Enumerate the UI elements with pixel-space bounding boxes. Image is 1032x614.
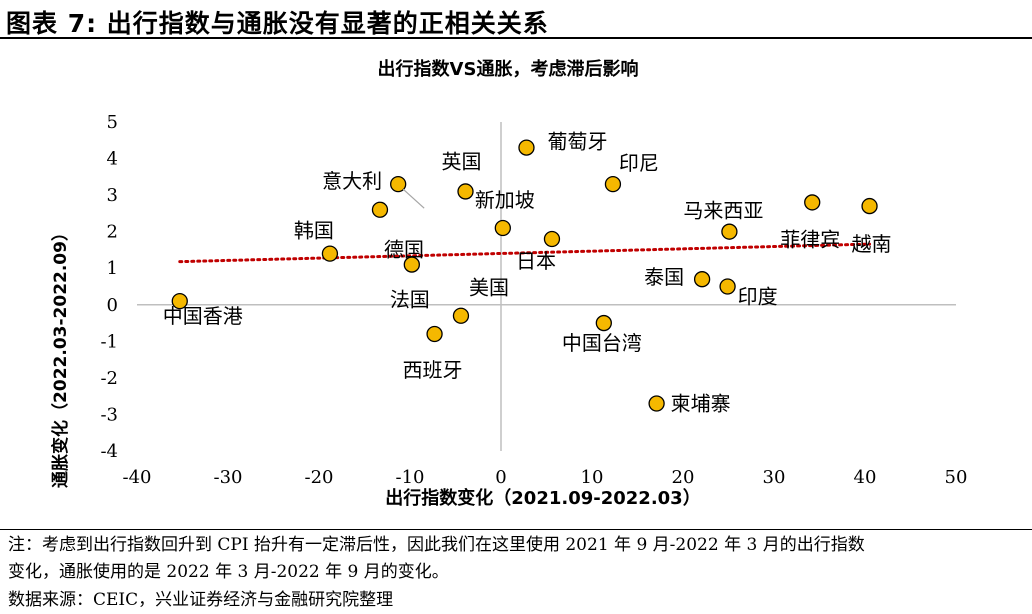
trendline — [178, 242, 872, 264]
data-point — [861, 197, 878, 215]
x-tick-label: -30 — [214, 467, 243, 488]
x-tick-label: 0 — [495, 467, 506, 488]
note-line-2: 变化，通胀使用的是 2022 年 3 月-2022 年 9 月的变化。 — [8, 562, 449, 582]
x-tick-label: -40 — [123, 467, 152, 488]
x-axis-label: 出行指数变化（2021.09-2022.03） — [385, 487, 700, 509]
data-point — [494, 219, 511, 237]
point-label: 印尼 — [619, 151, 659, 175]
title-divider — [0, 37, 1032, 39]
x-tick-label: 50 — [945, 467, 968, 488]
point-label: 日本 — [516, 249, 556, 273]
x-tick-label: 40 — [854, 467, 877, 488]
y-tick-label: 5 — [107, 112, 118, 133]
y-tick-label: -3 — [100, 404, 118, 425]
point-label: 中国香港 — [163, 304, 243, 328]
data-point — [171, 292, 188, 310]
point-label: 西班牙 — [403, 358, 463, 382]
point-label: 越南 — [852, 232, 892, 256]
point-label: 泰国 — [644, 265, 684, 289]
data-point — [719, 278, 736, 295]
y-tick-label: 2 — [107, 222, 118, 243]
data-source: 数据来源：CEIC，兴业证券经济与金融研究院整理 — [8, 590, 394, 610]
point-label: 新加坡 — [475, 188, 535, 212]
data-point — [321, 245, 339, 262]
y-tick-label: -1 — [100, 331, 118, 352]
note-divider — [0, 529, 1032, 530]
y-tick-label: 0 — [107, 295, 118, 316]
data-point — [390, 175, 407, 193]
point-label: 马来西亚 — [683, 199, 763, 223]
y-axis-label: 通胀变化（2022.03-2022.09） — [50, 224, 71, 488]
data-point — [604, 175, 622, 193]
point-label: 法国 — [390, 288, 430, 312]
y-tick-label: -4 — [100, 441, 118, 462]
data-point — [648, 395, 665, 412]
trendline-layer — [178, 242, 872, 264]
points-layer — [171, 139, 878, 412]
y-tick-label: 3 — [107, 185, 118, 206]
x-tick-label: 20 — [672, 467, 695, 488]
data-point — [403, 256, 420, 273]
y-tick-label: -2 — [100, 368, 118, 389]
point-label: 英国 — [442, 149, 482, 173]
data-point — [518, 139, 535, 156]
figure-title: 图表 7: 出行指数与通胀没有显著的正相关关系 — [6, 9, 549, 38]
x-tick-label: 10 — [581, 467, 604, 488]
x-tick-label: 30 — [763, 467, 786, 488]
y-tick-label: 4 — [107, 149, 118, 170]
point-label: 柬埔寨 — [671, 391, 731, 415]
point-label: 韩国 — [294, 219, 334, 243]
y-tick-label: 1 — [107, 258, 118, 279]
scatter-chart: 出行指数VS通胀，考虑滞后影响 -40 -30 -20 -10 0 10 20 30 40 50-… — [50, 58, 967, 509]
label-leader-line — [402, 188, 425, 209]
data-point — [693, 271, 711, 288]
point-label: 中国台湾 — [562, 331, 642, 355]
data-point — [543, 230, 561, 248]
point-label: 意大利 — [322, 169, 382, 193]
data-point — [426, 325, 443, 343]
point-label: 葡萄牙 — [547, 130, 607, 154]
x-tick-label: -20 — [305, 467, 334, 488]
chart-title: 出行指数VS通胀，考虑滞后影响 — [378, 58, 639, 80]
data-point — [721, 223, 738, 240]
data-point — [804, 194, 821, 211]
point-label: 菲律宾 — [780, 227, 840, 251]
x-tick-label: -10 — [396, 467, 425, 488]
data-point — [595, 314, 612, 332]
point-label: 德国 — [384, 238, 424, 262]
note-line-1: 注：考虑到出行指数回升到 CPI 抬升有一定滞后性，因此我们在这里使用 2021… — [8, 535, 865, 555]
data-point — [452, 307, 470, 324]
data-point — [371, 201, 389, 218]
data-point — [457, 183, 474, 200]
point-label: 美国 — [469, 276, 509, 300]
point-label: 印度 — [738, 285, 778, 309]
